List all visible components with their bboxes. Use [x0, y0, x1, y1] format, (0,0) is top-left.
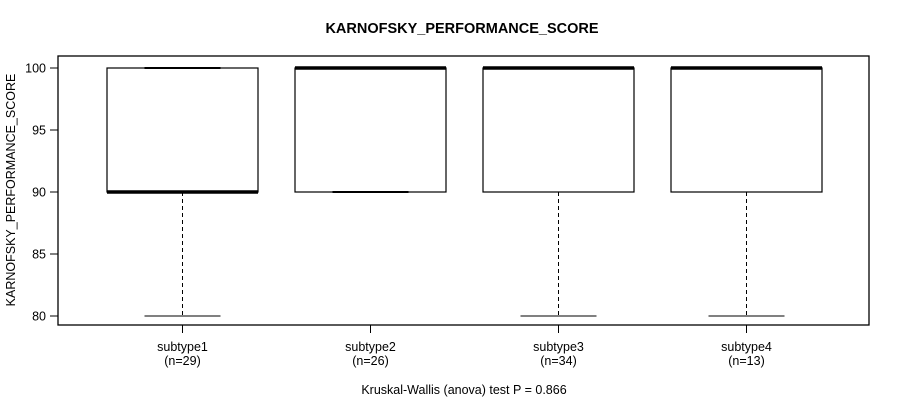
x-n-label: (n=34)	[540, 354, 576, 368]
x-n-label: (n=26)	[352, 354, 388, 368]
iqr-box	[294, 67, 447, 193]
x-category-label: subtype3	[533, 340, 584, 354]
chart-title: KARNOFSKY_PERFORMANCE_SCORE	[325, 21, 598, 37]
iqr-box	[482, 67, 635, 193]
x-n-label: (n=29)	[164, 354, 200, 368]
caption: Kruskal-Wallis (anova) test P = 0.866	[361, 383, 566, 397]
x-category-label: subtype2	[345, 340, 396, 354]
boxplot-subtype3: subtype3(n=34)	[482, 66, 635, 368]
plot-marks: 80859095100subtype1(n=29)subtype2(n=26)s…	[25, 55, 870, 368]
boxplot-subtype2: subtype2(n=26)	[294, 66, 447, 368]
x-category-label: subtype1	[157, 340, 208, 354]
y-tick-label: 100	[25, 62, 46, 76]
y-tick-label: 85	[32, 248, 46, 262]
x-n-label: (n=13)	[728, 354, 764, 368]
plot-border	[57, 55, 870, 326]
iqr-box	[106, 67, 259, 193]
y-tick-label: 95	[32, 124, 46, 138]
y-tick-label: 80	[32, 310, 46, 324]
boxplot-subtype1: subtype1(n=29)	[106, 67, 259, 368]
boxplot-subtype4: subtype4(n=13)	[670, 66, 823, 368]
x-category-label: subtype4	[721, 340, 772, 354]
y-tick-label: 90	[32, 186, 46, 200]
y-axis-label: KARNOFSKY_PERFORMANCE_SCORE	[4, 74, 18, 307]
iqr-box	[670, 67, 823, 193]
